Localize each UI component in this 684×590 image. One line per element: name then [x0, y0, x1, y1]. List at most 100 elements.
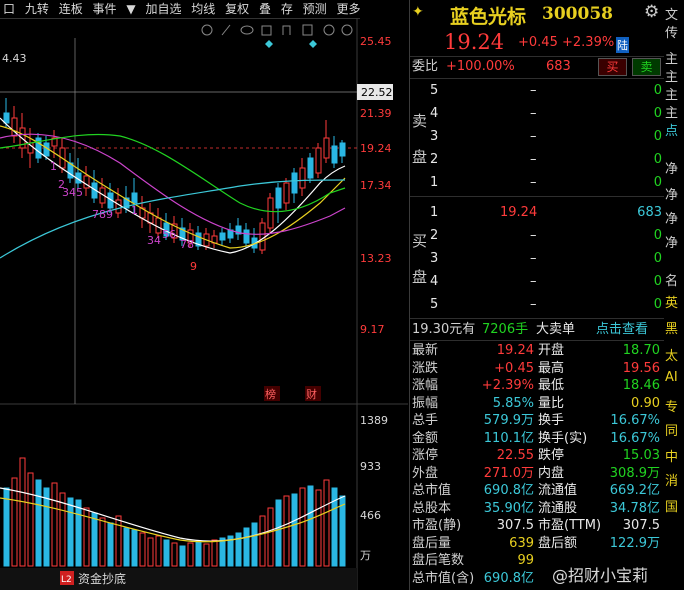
big-order-row: 19.30元有 7206手 大卖单 点击查看	[410, 321, 664, 339]
right-strip-item[interactable]: 主	[665, 106, 679, 121]
volume-ma-line	[0, 487, 346, 542]
stats-row: 市盈(静) 307.5 市盈(TTM) 307.5	[410, 517, 664, 535]
kline-chart[interactable]: 25.45 21.39 19.24 17.34 13.23 9.17 22.52 4.43…	[0, 18, 408, 590]
sell-level-row[interactable]: 5 – 0	[410, 82, 664, 100]
level-volume: 0	[653, 228, 662, 243]
buy-level-row[interactable]: 4 – 0	[410, 273, 664, 291]
copy-icon[interactable]	[302, 24, 313, 36]
buy-level-row[interactable]: 2 – 0	[410, 227, 664, 245]
right-strip-item[interactable]: 英	[665, 296, 679, 311]
volume-bar	[91, 512, 98, 567]
sell-level-row[interactable]: 1 – 0	[410, 174, 664, 192]
nine-turn-label: 345	[62, 186, 83, 199]
stat-label: 最高	[538, 360, 565, 376]
candle-body	[195, 232, 202, 247]
volume-bar	[43, 487, 50, 567]
zoom-out-icon[interactable]	[341, 24, 353, 36]
stat-label: 最低	[538, 378, 565, 393]
sell-button[interactable]: 卖	[632, 58, 661, 76]
stat-value: 5.85%	[492, 395, 534, 411]
toolbar-item-more[interactable]: 更多	[336, 2, 361, 16]
right-strip-item[interactable]: 中	[665, 450, 679, 465]
right-strip-item[interactable]: 净	[665, 162, 679, 177]
right-strip-item[interactable]: 专	[665, 400, 679, 415]
toolbar-item-add-watch[interactable]: 加自选	[145, 2, 182, 16]
stats-row: 总市值(含) 690.8亿	[410, 570, 664, 588]
stats-row: 涨幅 +2.39% 最低 18.46	[410, 377, 664, 395]
chart-tool-icons[interactable]	[201, 24, 353, 36]
level-volume: 0	[653, 106, 662, 121]
toolbar-item-nine-turn[interactable]: 九转	[24, 2, 49, 16]
bottom-tab-fund[interactable]: 资金抄底	[78, 571, 126, 586]
pen-icon[interactable]	[221, 24, 231, 36]
toolbar-item-adjust[interactable]: 复权	[225, 2, 250, 16]
right-strip-item[interactable]: 传	[665, 26, 679, 41]
moving-average-lines	[0, 117, 346, 259]
sell-level-row[interactable]: 2 – 0	[410, 151, 664, 169]
sell-level-row[interactable]: 3 – 0	[410, 128, 664, 146]
right-strip-item[interactable]: 消	[665, 474, 679, 489]
toolbar-item-ma[interactable]: 均线	[191, 2, 216, 16]
right-strip-item[interactable]: 主	[665, 88, 679, 103]
right-strip-item[interactable]: 净	[665, 236, 679, 251]
stat-label: 最新	[412, 343, 439, 358]
toolbar-item-box[interactable]: 口	[3, 2, 16, 16]
toolbar-item-consecutive[interactable]: 连板	[58, 2, 83, 16]
stat-label: 涨跌	[412, 360, 439, 376]
right-strip-item[interactable]: 黑	[665, 322, 679, 337]
price-axis-label: 21.39	[360, 107, 392, 120]
stat-label: 流通值	[538, 483, 578, 498]
right-strip-item[interactable]: 太	[665, 349, 679, 364]
toolbar-dropdown-icon[interactable]: ▼	[126, 2, 136, 16]
stat-label: 盘后额	[538, 535, 578, 551]
gear-icon[interactable]: ⚙	[644, 2, 660, 22]
buy-level-row[interactable]: 1 19.24 683	[410, 204, 664, 222]
event-marker-icon[interactable]	[265, 40, 273, 48]
right-strip-item[interactable]: AI	[665, 370, 678, 385]
settings-icon[interactable]	[201, 24, 213, 36]
toolbar-item-overlay[interactable]: 叠	[258, 2, 271, 16]
buy-level-row[interactable]: 3 – 0	[410, 250, 664, 268]
level-number: 4	[430, 274, 439, 289]
buy-button[interactable]: 买	[598, 58, 627, 76]
toolbar-item-save[interactable]: 存	[280, 2, 293, 16]
volume-bar	[83, 507, 90, 567]
volume-axis-label: 1389	[360, 414, 388, 427]
stat-label: 市盈(静)	[412, 518, 462, 533]
level-number: 5	[430, 83, 439, 98]
rank-tag[interactable]	[264, 386, 280, 401]
event-marker-icon[interactable]	[309, 40, 317, 48]
right-strip-item[interactable]: 主	[665, 70, 679, 85]
stat-value: 639	[509, 535, 534, 551]
volume-bar	[267, 507, 274, 567]
star-icon[interactable]: ✦	[412, 4, 424, 20]
right-strip-item[interactable]: 点	[665, 124, 679, 139]
toolbar-item-predict[interactable]: 预测	[302, 2, 327, 16]
stats-row: 盘后笔数 99	[410, 552, 664, 570]
trash-icon[interactable]	[261, 25, 272, 36]
hand-icon[interactable]	[282, 25, 291, 35]
right-strip-item[interactable]: 同	[665, 424, 679, 439]
right-strip-item[interactable]: 文	[665, 8, 679, 23]
stat-label: 量比	[538, 395, 565, 411]
stat-label: 换手(实)	[538, 430, 588, 446]
price-axis-label: 9.17	[360, 323, 385, 336]
big-order-link[interactable]: 点击查看	[596, 322, 649, 337]
eye-icon[interactable]	[240, 25, 254, 35]
right-strip-item[interactable]: 净	[665, 188, 679, 203]
right-strip-item[interactable]: 主	[665, 52, 679, 67]
buy-level-row[interactable]: 5 – 0	[410, 296, 664, 314]
sell-level-row[interactable]: 4 – 0	[410, 105, 664, 123]
ma-line	[0, 125, 346, 249]
volume-bar	[307, 485, 314, 567]
volume-bar	[75, 499, 82, 567]
right-strip-item[interactable]: 净	[665, 212, 679, 227]
right-strip-item[interactable]: 国	[665, 500, 679, 515]
finance-tag[interactable]	[305, 386, 321, 401]
toolbar-item-events[interactable]: 事件	[92, 2, 117, 16]
stat-value: 110.1亿	[483, 430, 534, 446]
right-strip-item[interactable]: 名	[665, 274, 679, 289]
zoom-in-icon[interactable]	[323, 24, 335, 36]
candle-body	[115, 199, 122, 214]
stat-value: 15.03	[622, 448, 660, 463]
